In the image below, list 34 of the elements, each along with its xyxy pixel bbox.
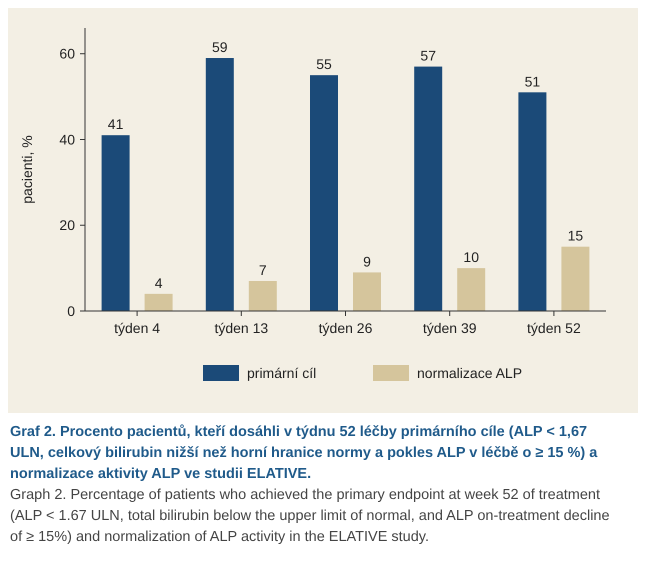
bar — [353, 272, 381, 311]
data-label: 55 — [316, 56, 332, 72]
y-tick-label: 0 — [67, 302, 76, 319]
data-label: 4 — [154, 274, 163, 291]
data-label: 57 — [420, 48, 436, 64]
data-label: 59 — [212, 39, 228, 56]
data-label: 15 — [568, 228, 584, 244]
y-tick-label: 60 — [59, 46, 76, 62]
y-tick-label: 20 — [59, 217, 76, 234]
data-label: 7 — [258, 262, 267, 278]
bar — [457, 268, 486, 311]
bar — [144, 294, 173, 311]
x-tick-label: týden 52 — [527, 320, 581, 336]
y-tick-label: 40 — [59, 131, 76, 148]
data-label: 9 — [363, 253, 372, 270]
x-tick-label: týden 4 — [114, 320, 160, 336]
bar — [102, 135, 130, 311]
bar — [561, 246, 590, 311]
bar — [414, 66, 442, 311]
bar — [206, 58, 234, 311]
caption: Graph 2. Percentage of patients who achieved the primary endpoint at week 52 of treatment (ALP < 1.67 ULN, total bilirubin below the upper limit of normal, and ALP on-treatment decline of ≥ 15%) and normalization of ALP activity in the ELATIVE study. — [10, 487, 610, 545]
bar — [518, 92, 546, 311]
bar — [310, 75, 338, 311]
x-tick-label: týden 26 — [318, 320, 373, 336]
legend-label: normalizace ALP — [417, 364, 522, 381]
legend-label: primární cíl — [247, 364, 316, 381]
data-label: 51 — [524, 73, 540, 90]
text: Graf 2. Procento pacientů, kteří dosáhli v týdnu 52 léčby primárního cíle (ALP < 1,67 ULN, celkový bilirubin nižší než horní hranice normy a pokles ALP v léčbě o ≥ 15 %) a normalizace aktivity ALP ve studii ELATIVE. — [10, 424, 598, 482]
bar — [248, 280, 277, 311]
data-label: 41 — [108, 116, 124, 132]
x-tick-label: týden 39 — [422, 320, 477, 336]
y-axis-title: pacienti, % — [19, 135, 35, 204]
x-tick-label: týden 13 — [214, 320, 268, 336]
data-label: 10 — [463, 249, 480, 266]
